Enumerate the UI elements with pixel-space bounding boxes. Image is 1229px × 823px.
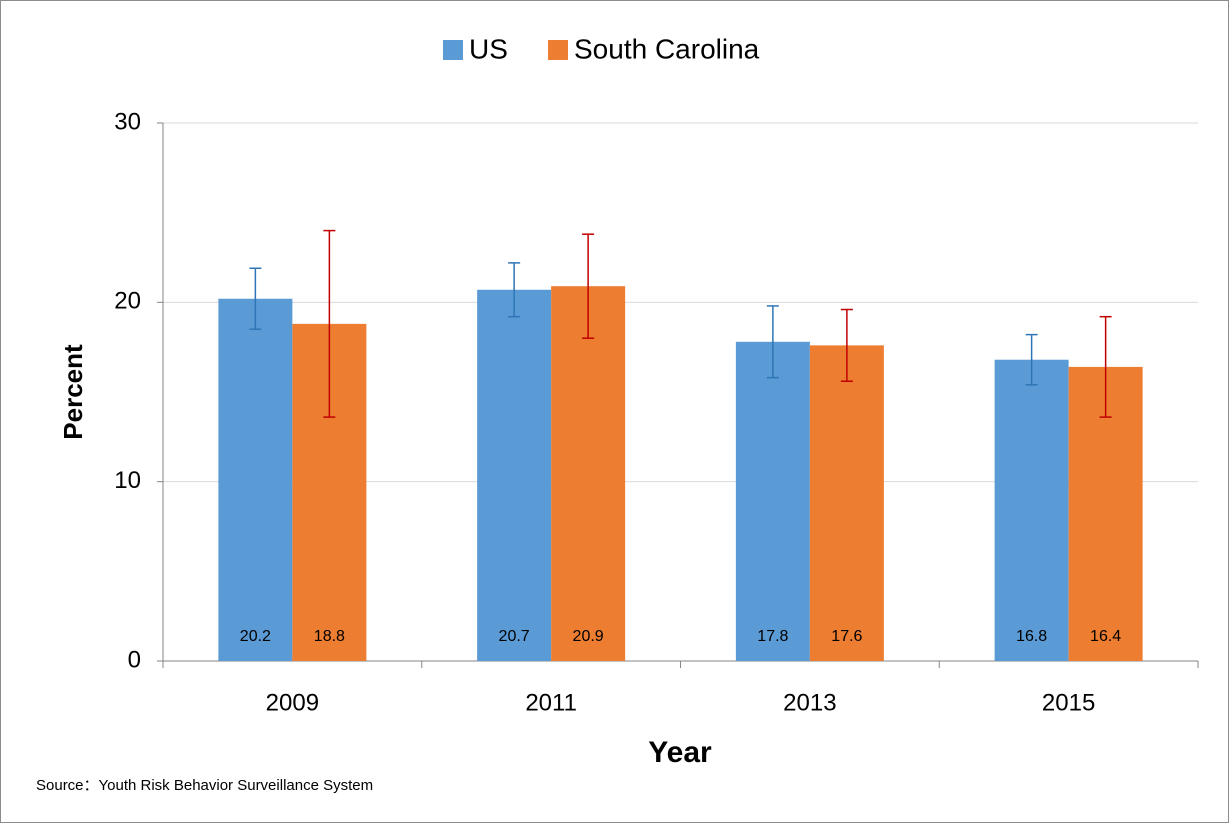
x-tick-label: 2015 [1042,689,1095,716]
value-label: 20.9 [573,628,604,645]
x-tick-label: 2009 [266,689,319,716]
bar [735,341,810,661]
value-label: 16.8 [1016,628,1047,645]
bar [809,345,884,661]
value-label: 20.7 [499,628,530,645]
x-tick-label: 2013 [783,689,836,716]
value-label: 20.2 [240,628,271,645]
y-tick-label: 20 [114,288,141,315]
x-tick-label: 2011 [525,689,577,716]
legend-swatch [548,40,568,60]
y-tick-label: 10 [114,467,141,494]
value-label: 16.4 [1090,628,1121,645]
value-label: 18.8 [314,628,345,645]
bar [218,298,293,661]
legend-swatch [443,40,463,60]
legend-label: South Carolina [574,33,760,64]
legend-label: US [469,33,508,64]
bar [551,286,626,661]
y-tick-label: 30 [114,108,141,135]
y-tick-label: 0 [128,646,141,673]
y-axis-title: Percent [58,344,88,440]
bar [994,359,1069,661]
source-note: Source：Youth Risk Behavior Surveillance … [36,777,373,794]
value-label: 17.6 [831,628,862,645]
value-label: 17.8 [757,628,788,645]
x-axis-title: Year [648,736,712,769]
bar [477,289,552,661]
